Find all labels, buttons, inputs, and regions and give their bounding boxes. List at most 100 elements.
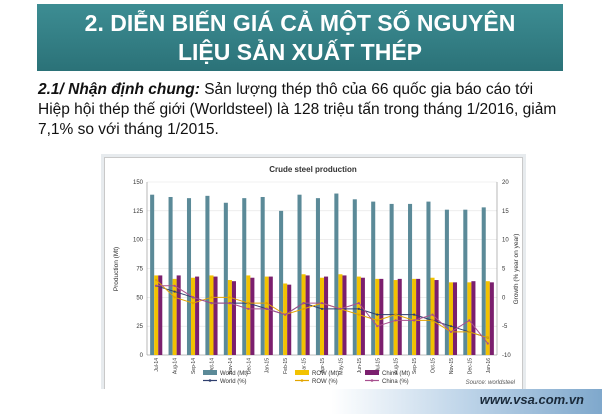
x-tick-label: Oct-15 bbox=[431, 358, 437, 373]
footer-bar bbox=[0, 389, 602, 414]
line-point bbox=[155, 284, 158, 287]
line-point bbox=[247, 302, 250, 305]
bar-china-mt bbox=[397, 278, 402, 355]
line-point bbox=[468, 319, 471, 322]
line-point bbox=[155, 278, 158, 282]
bar-row-mt bbox=[448, 282, 453, 355]
bar-row-mt bbox=[467, 282, 472, 355]
line-point bbox=[431, 319, 434, 322]
line-point bbox=[320, 307, 324, 310]
line-point bbox=[228, 296, 231, 299]
x-tick-label: Feb-15 bbox=[283, 358, 289, 374]
line-point bbox=[486, 336, 489, 339]
legend-label: ROW (Mt) bbox=[312, 371, 339, 377]
chart-frame: Crude steel production Production (Mt) G… bbox=[104, 157, 523, 391]
legend-label: World (%) bbox=[220, 379, 247, 385]
bar-row-mt bbox=[209, 275, 214, 355]
bar-row-mt bbox=[227, 280, 232, 355]
bar-china-mt bbox=[305, 275, 310, 355]
x-tick-label: Jun-15 bbox=[357, 358, 363, 374]
x-tick-label: Jan-15 bbox=[265, 358, 271, 374]
x-tick-label: Apr-15 bbox=[320, 358, 326, 373]
line-point bbox=[173, 290, 176, 293]
bar-world-mt bbox=[352, 199, 357, 355]
bar-china-mt bbox=[489, 282, 494, 355]
y2-tick-label: 20 bbox=[502, 180, 509, 186]
slide-title-line-2: LIỆU SẢN XUẤT THÉP bbox=[177, 39, 423, 65]
bar-world-mt bbox=[444, 209, 449, 355]
bar-china-mt bbox=[416, 278, 421, 355]
bar-china-mt bbox=[231, 281, 236, 355]
summary-lead: 2.1/ Nhận định chung: bbox=[38, 81, 200, 98]
x-tick-label: Aug-14 bbox=[173, 358, 179, 374]
line-point bbox=[376, 313, 379, 316]
line-point bbox=[486, 342, 489, 345]
bar-world-mt bbox=[389, 203, 394, 355]
bar-china-mt bbox=[452, 282, 458, 355]
line-point bbox=[173, 296, 176, 299]
bar-china-mt bbox=[158, 275, 163, 355]
x-tick-label: Jul-15 bbox=[375, 358, 381, 372]
line-point bbox=[376, 325, 379, 328]
y-tick-label: 0 bbox=[140, 353, 144, 359]
footer-url[interactable]: www.vsa.com.vn bbox=[479, 392, 584, 407]
bar-world-mt bbox=[334, 193, 339, 355]
bar-china-mt bbox=[342, 275, 347, 355]
bar-row-mt bbox=[172, 278, 177, 355]
line-point bbox=[357, 313, 360, 316]
line-point bbox=[191, 296, 195, 299]
x-tick-label: Mar-15 bbox=[302, 358, 308, 374]
legend-label: China (Mt) bbox=[382, 371, 410, 377]
bar-china-mt bbox=[176, 275, 181, 355]
y2-tick-label: 15 bbox=[502, 209, 509, 215]
line-point bbox=[431, 313, 434, 316]
bar-row-mt bbox=[393, 280, 398, 355]
bar-world-mt bbox=[186, 198, 192, 355]
bar-row-mt bbox=[485, 281, 490, 355]
x-tick-label: Oct-14 bbox=[209, 358, 215, 373]
line-point bbox=[247, 307, 250, 310]
y-tick-label: 125 bbox=[133, 209, 144, 215]
x-tick-label: Nov-14 bbox=[228, 358, 234, 374]
slide-title: 2. DIỄN BIẾN GIÁ CẢ MỘT SỐ NGUYÊN LIỆU S… bbox=[37, 4, 563, 71]
bar-row-mt bbox=[430, 277, 435, 355]
bar-china-mt bbox=[434, 280, 439, 355]
line-point bbox=[468, 330, 471, 334]
line-point bbox=[357, 302, 360, 305]
line-point bbox=[449, 330, 453, 334]
x-tick-label: Sep-15 bbox=[412, 358, 418, 374]
bar-world-mt bbox=[205, 195, 210, 355]
summary-body: Sản lượng thép thô của 66 quốc gia báo c… bbox=[38, 81, 557, 138]
legend-marker bbox=[208, 379, 212, 382]
bar-world-mt bbox=[315, 198, 320, 355]
bar-world-mt bbox=[481, 207, 486, 355]
y2-tick-label: -5 bbox=[502, 324, 508, 330]
y-tick-label: 75 bbox=[136, 267, 143, 273]
line-point bbox=[210, 296, 213, 299]
x-tick-label: Jul-14 bbox=[154, 358, 160, 372]
line-point bbox=[413, 319, 416, 322]
bar-china-mt bbox=[250, 277, 255, 355]
summary-paragraph: 2.1/ Nhận định chung: Sản lượng thép thô… bbox=[38, 80, 562, 140]
x-tick-label: Dec-14 bbox=[246, 358, 252, 374]
bar-china-mt bbox=[287, 284, 292, 355]
bar-row-mt bbox=[191, 277, 196, 355]
bar-row-mt bbox=[375, 278, 380, 355]
x-tick-label: Aug-15 bbox=[394, 358, 400, 374]
bar-world-mt bbox=[223, 202, 228, 355]
line-point bbox=[376, 319, 379, 322]
line-point bbox=[320, 302, 324, 305]
line-point bbox=[413, 313, 416, 316]
y2-tick-label: -10 bbox=[502, 353, 511, 359]
bar-row-mt bbox=[356, 276, 361, 355]
y-tick-label: 100 bbox=[133, 238, 144, 244]
line-point bbox=[357, 307, 360, 310]
y2-tick-label: 5 bbox=[502, 267, 506, 273]
line-point bbox=[339, 307, 342, 310]
crude-steel-chart: Crude steel production Production (Mt) G… bbox=[113, 165, 520, 386]
bar-world-mt bbox=[297, 194, 302, 355]
line-point bbox=[265, 302, 268, 305]
line-point bbox=[302, 307, 305, 310]
line-point bbox=[302, 302, 305, 305]
legend-label: World (Mt) bbox=[220, 371, 248, 377]
